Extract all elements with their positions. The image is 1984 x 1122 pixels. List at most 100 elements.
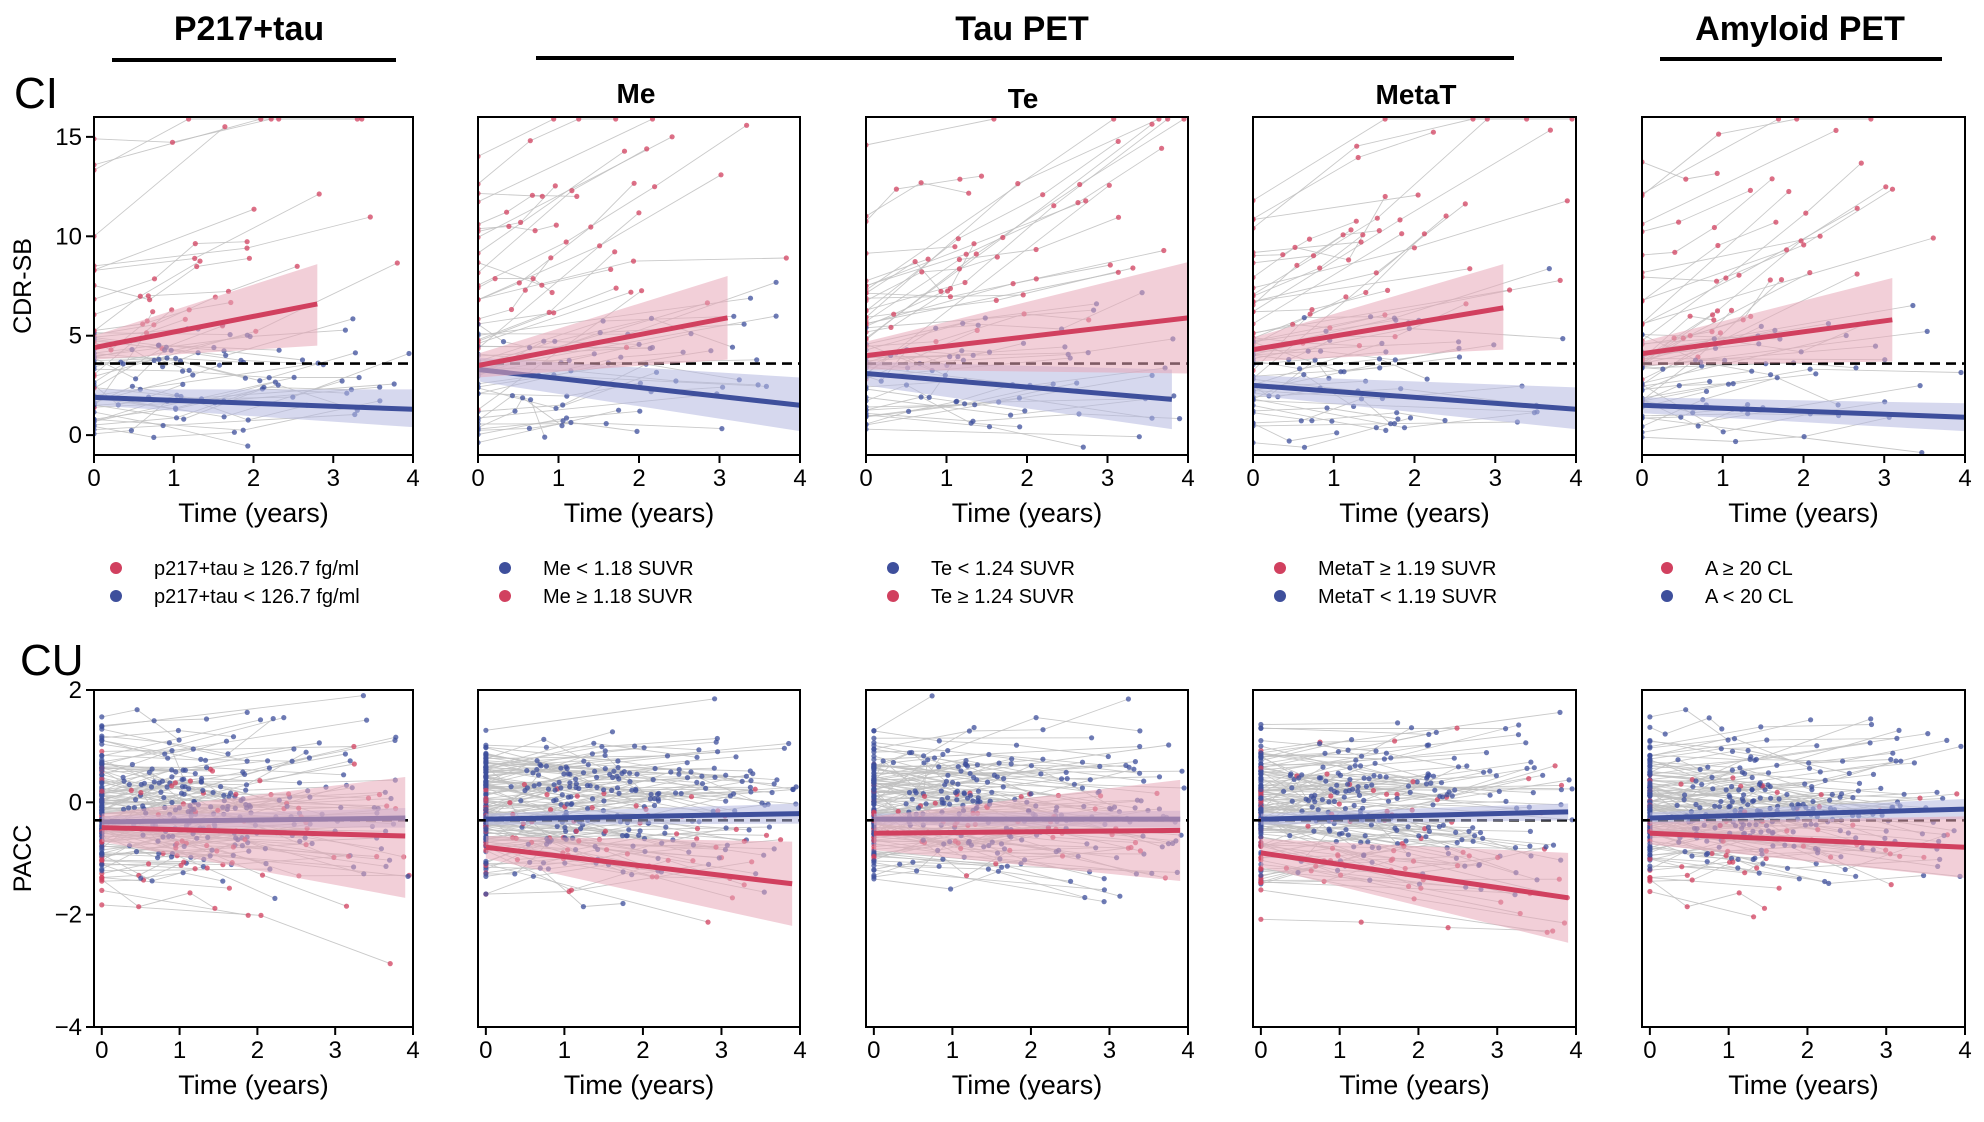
trajectory-line (485, 760, 679, 775)
trajectory-line (485, 773, 753, 818)
data-point (281, 715, 287, 721)
data-point (483, 727, 489, 733)
data-point (1403, 838, 1409, 844)
plot-area (94, 117, 413, 449)
data-point (747, 295, 754, 301)
data-point (1449, 793, 1455, 799)
data-point (1784, 247, 1790, 253)
data-point (180, 368, 186, 374)
data-point (1728, 307, 1735, 313)
data-point (1426, 731, 1432, 738)
data-point (1107, 262, 1113, 268)
data-point (1456, 354, 1463, 360)
data-point (615, 764, 621, 771)
data-point (1480, 835, 1486, 841)
data-point (907, 750, 913, 756)
data-point (1365, 839, 1371, 845)
data-point (955, 236, 961, 242)
x-tick-label: 0 (471, 465, 484, 492)
data-point (1328, 786, 1334, 792)
data-point (1287, 833, 1293, 839)
data-point (597, 243, 603, 249)
data-point (99, 878, 105, 884)
data-point (554, 823, 560, 830)
data-point (871, 793, 877, 799)
confidence-band-a-20-cl (1642, 278, 1893, 366)
data-point (1013, 742, 1020, 748)
data-point (552, 183, 558, 189)
data-point (1647, 888, 1653, 895)
data-point (871, 740, 877, 746)
data-point (727, 793, 734, 799)
data-point (1425, 771, 1431, 777)
data-point (148, 784, 155, 790)
data-point (965, 795, 971, 801)
legend-marker (887, 590, 899, 602)
data-point (564, 801, 570, 807)
data-point (912, 788, 918, 794)
trajectory-line (873, 778, 1083, 789)
data-point (771, 781, 777, 787)
data-point (190, 372, 196, 378)
panel-cu-p217-tau: 0 1 2 3 4 −4 −2 0 2 Time (years) PACC (9, 677, 420, 1100)
data-point (871, 785, 877, 792)
fit-line-te-1-24-suvr (873, 827, 1181, 836)
trajectory-line (873, 698, 1129, 750)
data-point (1693, 778, 1699, 784)
data-point (574, 793, 580, 799)
data-point (1901, 791, 1907, 797)
data-point (766, 824, 773, 830)
data-point (1288, 771, 1294, 777)
data-point (633, 803, 639, 809)
data-point (1017, 424, 1023, 430)
data-point (1361, 775, 1367, 781)
data-point (581, 758, 587, 764)
data-point (1377, 365, 1383, 371)
data-point (1569, 117, 1575, 122)
data-point (699, 781, 706, 787)
data-point (1684, 904, 1690, 910)
data-point (1286, 438, 1292, 444)
data-point (1733, 438, 1739, 445)
trajectory-line (101, 751, 307, 811)
data-point (231, 429, 237, 435)
data-point (291, 374, 297, 380)
data-point (303, 749, 309, 755)
data-point (1452, 787, 1458, 793)
data-point (1258, 872, 1264, 878)
data-point (962, 279, 968, 286)
data-point (1466, 828, 1472, 835)
trajectory-line (1253, 412, 1446, 422)
trajectory-line (101, 879, 216, 909)
data-point (1022, 408, 1028, 414)
data-point (694, 779, 700, 786)
data-point (223, 738, 230, 744)
data-point (1392, 357, 1398, 363)
data-point (192, 241, 198, 247)
data-point (719, 426, 725, 432)
data-point (242, 771, 248, 778)
data-point (526, 425, 533, 431)
data-point (615, 758, 621, 764)
data-point (929, 693, 935, 699)
data-point (1676, 383, 1682, 389)
x-tick-label: 4 (406, 1037, 419, 1064)
data-point (592, 768, 598, 774)
data-point (966, 728, 973, 734)
data-point (1524, 765, 1530, 772)
data-point (1716, 804, 1723, 810)
data-point (649, 117, 656, 122)
data-point (1818, 792, 1824, 798)
data-point (1714, 170, 1720, 176)
data-point (266, 375, 272, 381)
data-point (166, 740, 172, 746)
data-point (994, 254, 1000, 260)
data-point (634, 771, 640, 777)
data-point (688, 769, 694, 775)
data-point (1063, 769, 1069, 776)
data-point (1373, 425, 1379, 431)
data-point (218, 784, 224, 790)
data-point (1068, 878, 1074, 884)
data-point (1298, 418, 1304, 424)
data-point (99, 772, 105, 778)
